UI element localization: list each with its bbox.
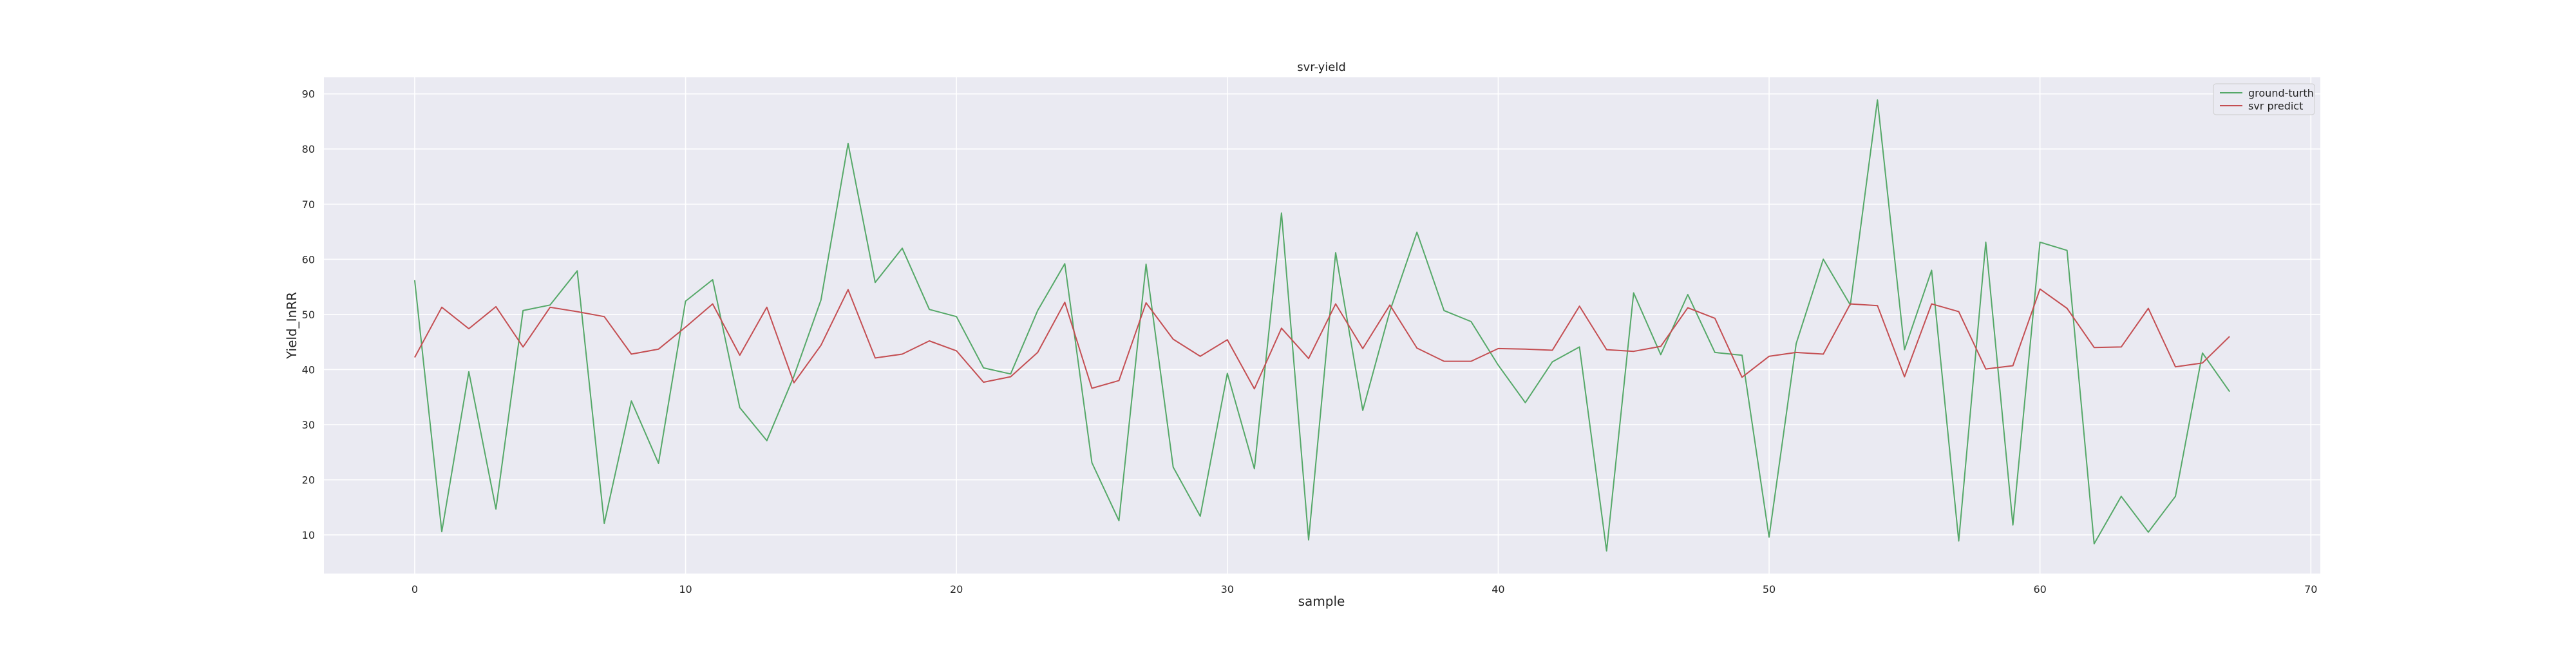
x-tick-label: 0 xyxy=(412,583,418,595)
x-tick-label: 60 xyxy=(2033,583,2046,595)
y-tick-label: 90 xyxy=(302,88,315,101)
x-tick-label: 30 xyxy=(1221,583,1234,595)
y-tick-label: 30 xyxy=(302,419,315,431)
series-layer xyxy=(413,99,2230,552)
legend-label-ground-turth: ground-turth xyxy=(2248,87,2314,99)
tick-layer: 0 10 20 30 40 50 60 70 10 20 30 40 50 60 70 80 90 xyxy=(302,88,2318,595)
chart-title: svr-yield xyxy=(1297,61,1346,74)
x-tick-label: 50 xyxy=(1763,583,1776,595)
series-line-svr-predict xyxy=(414,288,2230,390)
x-tick-label: 10 xyxy=(679,583,692,595)
y-tick-label: 80 xyxy=(302,143,315,155)
x-tick-label: 20 xyxy=(950,583,963,595)
series-line-ground-turth xyxy=(413,99,2230,552)
y-tick-label: 10 xyxy=(302,529,315,541)
x-axis-label: sample xyxy=(1298,594,1345,609)
y-tick-label: 60 xyxy=(302,253,315,266)
plot-background xyxy=(324,77,2320,574)
y-axis-label: Yield_InRR xyxy=(284,292,299,360)
legend: ground-turth svr predict xyxy=(2213,83,2315,115)
y-tick-label: 20 xyxy=(302,474,315,487)
x-tick-label: 70 xyxy=(2304,583,2317,595)
legend-label-svr-predict: svr predict xyxy=(2248,100,2303,112)
legend-box xyxy=(2213,83,2315,115)
y-tick-label: 70 xyxy=(302,198,315,211)
y-tick-label: 40 xyxy=(302,363,315,376)
y-tick-label: 50 xyxy=(302,309,315,321)
x-tick-label: 40 xyxy=(1492,583,1504,595)
